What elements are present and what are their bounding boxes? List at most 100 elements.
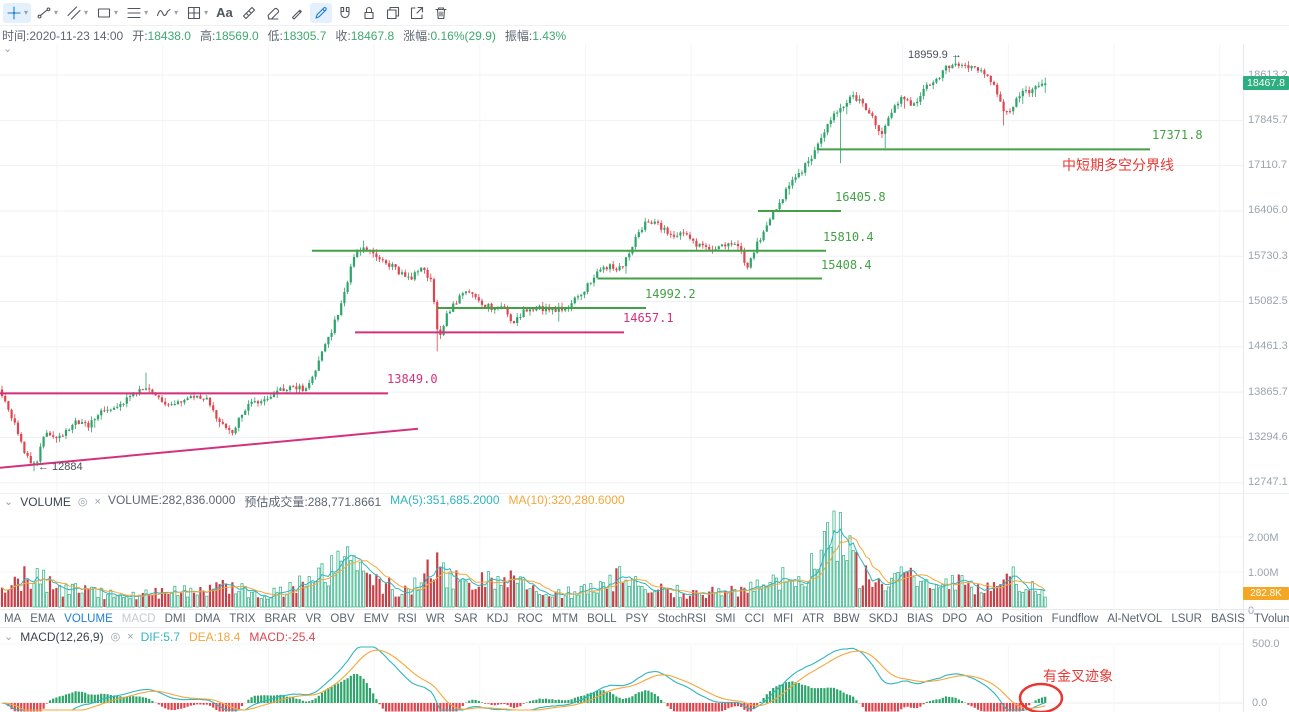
caret-down-icon[interactable]: ▾: [24, 8, 29, 17]
caret-down-icon[interactable]: ▾: [114, 8, 119, 17]
chevron-down-icon[interactable]: ⌄: [3, 43, 13, 55]
text-tool-label: Aa: [216, 5, 233, 20]
macd-axis-label: 0.0: [1252, 697, 1268, 709]
tab-basis[interactable]: BASIS: [1211, 612, 1245, 625]
support-line-label[interactable]: 14992.2: [645, 286, 696, 301]
rectangle-icon[interactable]: ▾: [93, 3, 121, 23]
tab-ma[interactable]: MA: [4, 612, 22, 625]
price-axis-label: 17110.7: [1248, 159, 1287, 172]
eraser-icon[interactable]: [262, 3, 284, 23]
macd-pane-title: MACD(12,26,9): [20, 629, 104, 644]
measure-icon[interactable]: [238, 3, 260, 23]
ohlc-item: 低:18305.7: [267, 29, 327, 43]
tab-dpo[interactable]: DPO: [942, 612, 968, 625]
macd-axis-label: 500.0: [1252, 638, 1280, 650]
tab-sar[interactable]: SAR: [453, 612, 478, 625]
macd-values: DIF:5.7 DEA:18.4 MACD:-25.4: [141, 630, 316, 644]
drawing-toolbar: ▾ ▾ ▾ ▾ ▾ ▾ ▾ Aa: [0, 0, 1289, 26]
parallel-channel-icon[interactable]: ▾: [63, 3, 91, 23]
trendline-icon[interactable]: ▾: [33, 3, 61, 23]
last-volume-badge: 282.8K: [1243, 587, 1289, 600]
tab-psy[interactable]: PSY: [625, 612, 649, 625]
tab-fundflow[interactable]: Fundflow: [1051, 612, 1099, 625]
tab-obv[interactable]: OBV: [330, 612, 355, 625]
trash-icon[interactable]: [430, 3, 452, 23]
tab-al-netvol[interactable]: Al-NetVOL: [1107, 612, 1163, 625]
marker-icon[interactable]: [286, 3, 308, 23]
text-tool[interactable]: Aa: [213, 3, 236, 23]
tab-smi[interactable]: SMI: [715, 612, 736, 625]
magnet-icon[interactable]: [334, 3, 356, 23]
lock-icon[interactable]: [358, 3, 380, 23]
export-icon[interactable]: [406, 3, 428, 23]
tab-wr[interactable]: WR: [425, 612, 445, 625]
caret-down-icon[interactable]: ▾: [204, 8, 209, 17]
pencil-icon[interactable]: [309, 2, 332, 23]
price-point-label: 18959.9 →: [908, 49, 962, 61]
tab-mfi[interactable]: MFI: [773, 612, 794, 625]
caret-down-icon[interactable]: ▾: [84, 8, 89, 17]
support-line-label[interactable]: 17371.8: [1152, 128, 1203, 143]
support-line-label[interactable]: 16405.8: [835, 189, 886, 204]
volume-header-value: VOLUME:282,836.0000: [107, 493, 236, 507]
support-line-label[interactable]: 13849.0: [387, 372, 438, 387]
settings-icon[interactable]: ◎: [77, 496, 88, 508]
tab-rsi[interactable]: RSI: [397, 612, 417, 625]
volume-header-value: 预估成交量:288,771.8661: [244, 495, 382, 509]
settings-icon[interactable]: ◎: [110, 631, 121, 643]
tab-macd[interactable]: MACD: [121, 612, 156, 625]
volume-axis-label: 0: [1248, 605, 1255, 617]
tab-cci[interactable]: CCI: [744, 612, 765, 625]
tab-bias[interactable]: BIAS: [906, 612, 934, 625]
ohlc-item: 涨幅:0.16%(29.9): [403, 29, 496, 43]
tab-trix[interactable]: TRIX: [229, 612, 256, 625]
ohlc-item: 高:18569.0: [199, 29, 259, 43]
copy-icon[interactable]: [382, 3, 404, 23]
tab-kdj[interactable]: KDJ: [486, 612, 509, 625]
price-axis-label: 17845.7: [1248, 113, 1288, 126]
price-axis-label: 16406.0: [1248, 204, 1288, 217]
tab-vr[interactable]: VR: [305, 612, 322, 625]
caret-down-icon[interactable]: ▾: [54, 8, 59, 17]
chevron-down-icon[interactable]: ⌄: [4, 496, 14, 508]
support-line-label[interactable]: 14657.1: [623, 311, 674, 326]
tab-bbw[interactable]: BBW: [833, 612, 860, 625]
support-line-label[interactable]: 15810.4: [823, 229, 874, 244]
tab-dmi[interactable]: DMI: [164, 612, 186, 625]
tab-volume[interactable]: VOLUME: [64, 612, 113, 625]
golden-cross-circle-annotation[interactable]: [1018, 682, 1064, 712]
ohlc-infobar: 时间:2020-11-23 14:00 开:18438.0 高:18569.0 低:1…: [2, 28, 566, 43]
tab-skdj[interactable]: SKDJ: [868, 612, 898, 625]
tab-ema[interactable]: EMA: [30, 612, 56, 625]
volume-header-value: MA(5):351,685.2000: [390, 493, 500, 507]
tab-lsur[interactable]: LSUR: [1171, 612, 1202, 625]
tab-ao[interactable]: AO: [976, 612, 993, 625]
tab-tvolume[interactable]: TVolume: [1253, 612, 1289, 625]
tab-position[interactable]: Position: [1001, 612, 1043, 625]
wave-icon[interactable]: ▾: [153, 3, 181, 23]
tab-roc[interactable]: ROC: [517, 612, 543, 625]
tab-stochrsi[interactable]: StochRSI: [657, 612, 707, 625]
user-drawings[interactable]: [0, 148, 1150, 469]
tab-dma[interactable]: DMA: [194, 612, 221, 625]
tab-brar[interactable]: BRAR: [264, 612, 297, 625]
caret-down-icon[interactable]: ▾: [144, 8, 149, 17]
grid-pattern-icon[interactable]: ▾: [183, 3, 211, 23]
red-annotation-text[interactable]: 中短期多空分界线: [1062, 157, 1174, 173]
macd-pane-header: ⌄ MACD(12,26,9) ◎ × DIF:5.7 DEA:18.4 MACD:…: [4, 629, 315, 644]
close-icon[interactable]: ×: [127, 630, 134, 643]
fib-retracement-icon[interactable]: ▾: [123, 3, 151, 23]
close-icon[interactable]: ×: [94, 495, 101, 508]
price-axis-label: 13865.7: [1248, 385, 1288, 398]
tab-emv[interactable]: EMV: [363, 612, 389, 625]
chevron-down-icon[interactable]: ⌄: [4, 631, 14, 643]
volume-axis-label: 2.00M: [1248, 532, 1279, 544]
caret-down-icon[interactable]: ▾: [174, 8, 179, 17]
tab-mtm[interactable]: MTM: [551, 612, 579, 625]
support-line-label[interactable]: 15408.4: [821, 257, 872, 272]
tab-atr[interactable]: ATR: [802, 612, 825, 625]
crosshair-icon[interactable]: ▾: [3, 2, 32, 23]
tab-boll[interactable]: BOLL: [587, 612, 617, 625]
red-annotation-text[interactable]: 有金叉迹象: [1043, 668, 1113, 684]
